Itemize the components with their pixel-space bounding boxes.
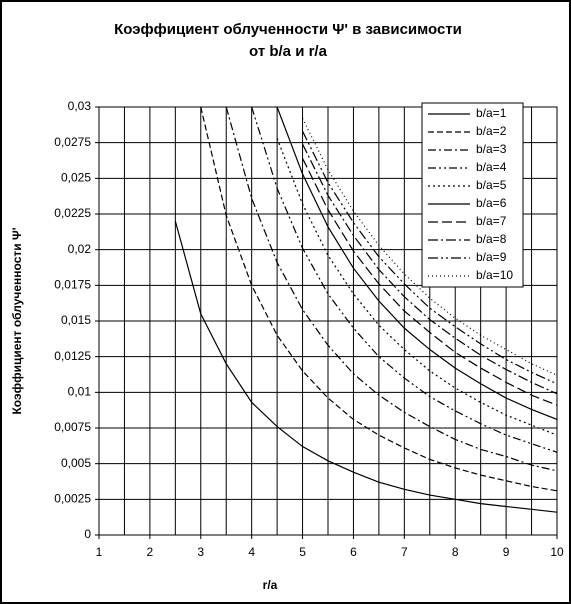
series-line [302,130,557,385]
y-tick-label: 0,0125 [54,349,91,363]
chart-title: от b/a и r/a [249,43,328,60]
y-tick-label: 0,0175 [54,278,91,292]
legend-label: b/a=2 [476,124,507,138]
series-line [251,107,557,453]
legend-label: b/a=7 [476,214,507,228]
legend-label: b/a=1 [476,106,507,120]
series-line [302,158,557,406]
legend-label: b/a=6 [476,196,507,210]
series-group [174,107,557,513]
x-tick-label: 8 [452,545,459,559]
y-tick-label: 0,005 [61,456,91,470]
x-tick-label: 2 [147,545,154,559]
plot-border [98,106,558,536]
x-tick-label: 10 [550,545,564,559]
chart-title: Коэффициент облученности Ψ' в зависимост… [114,21,462,38]
y-tick-label: 0,03 [68,99,92,113]
x-axis-title: r/a [263,578,278,592]
y-axis-title: Коэффициент облученности Ψ' [10,227,24,414]
x-tick-label: 7 [401,545,408,559]
legend-label: b/a=8 [476,232,507,246]
y-tick-label: 0,0275 [54,135,91,149]
y-tick-label: 0,02 [68,242,92,256]
x-tick-label: 3 [197,545,204,559]
y-tick-label: 0 [84,527,91,541]
x-tick-label: 6 [350,545,357,559]
x-tick-label: 9 [503,545,510,559]
legend-label: b/a=4 [476,160,507,174]
series-line [276,107,557,420]
x-tick-label: 5 [299,545,306,559]
y-tick-label: 0,025 [61,171,91,185]
y-tick-label: 0,0225 [54,206,91,220]
series-line [225,107,557,472]
y-tick-label: 0,015 [61,313,91,327]
legend-label: b/a=3 [476,142,507,156]
legend-box [421,102,524,288]
series-line [174,220,557,513]
x-tick-label: 4 [248,545,255,559]
y-tick-label: 0,0075 [54,420,91,434]
legend-label: b/a=10 [476,268,513,282]
series-line [276,138,557,436]
legend-label: b/a=9 [476,250,507,264]
y-tick-label: 0,0025 [54,492,91,506]
y-tick-label: 0,01 [68,385,92,399]
x-tick-label: 1 [96,545,103,559]
legend-label: b/a=5 [476,178,507,192]
series-line [302,143,557,395]
